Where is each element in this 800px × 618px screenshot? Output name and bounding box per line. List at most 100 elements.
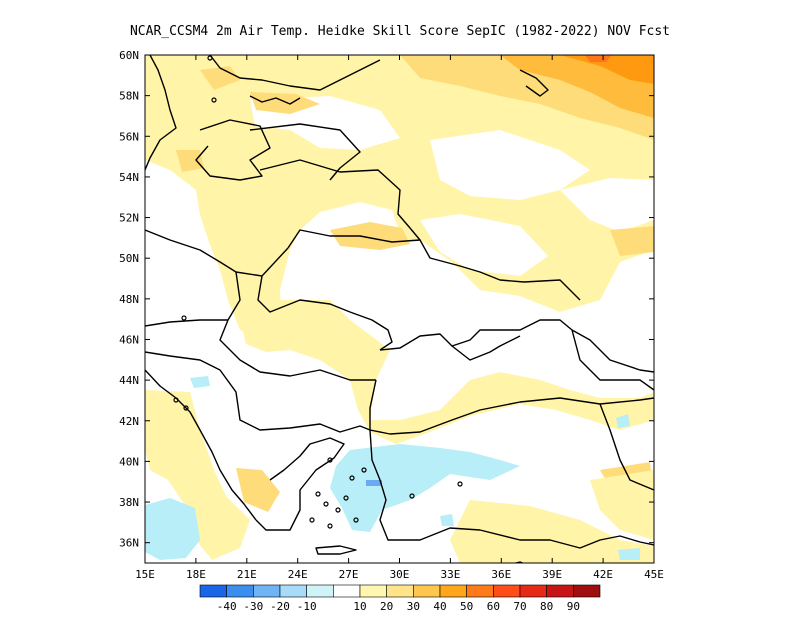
map-area [144,54,655,564]
lon-tick-label: 18E [186,568,206,581]
island [353,517,359,523]
colorbar-label: -40 [217,600,237,613]
skill-region-north-gap-3 [560,178,654,232]
coastline-baltic-scandinavia [145,55,177,171]
island [323,501,329,507]
border-north-russia [249,123,361,181]
lon-tick-label: 21E [237,568,257,581]
lon-tick-label: 15E [135,568,155,581]
island [327,457,333,463]
skill-region-north-gap-4 [145,178,196,232]
colorbar-swatch [413,584,441,598]
skill-region-north-red-orange [560,55,654,84]
coastline-black-sea-south [369,379,654,435]
colorbar-swatch [439,584,467,598]
lat-tick-label: 36N [119,537,139,550]
skill-region-blue-spot [366,480,382,486]
island-cyprus [513,561,525,563]
coastlines-and-borders [145,55,654,563]
lat-tick-label: 56N [119,130,139,143]
skill-region-cyan-small-2 [616,414,630,428]
skill-region-east-orange [610,226,654,256]
coastline-white-sea-lake [519,69,549,97]
figure-title: NCAR_CCSM4 2m Air Temp. Heidke Skill Sco… [130,24,670,39]
lat-tick-label: 46N [119,333,139,346]
lat-tick-label: 40N [119,455,139,468]
island [181,315,187,321]
colorbar-swatch [519,584,547,598]
border-ukraine-north [419,239,581,301]
colorbar-label: 20 [380,600,393,613]
colorbar-label: 90 [567,600,580,613]
skill-region-cyan-small-3 [618,548,640,560]
lon-tick-label: 39E [542,568,562,581]
skill-region-turkey-pale [590,470,654,540]
colorbar-label: -10 [297,600,317,613]
colorbar-swatch [306,584,334,598]
colorbar-label: 40 [433,600,446,613]
skill-region-northwest-orange-2 [200,66,240,90]
lon-tick-label: 30E [390,568,410,581]
skill-region-west-pale [145,390,250,560]
lat-tick-label: 42N [119,415,139,428]
island [183,405,189,411]
skill-region-adriatic-cyan [145,498,200,560]
skill-region-cyan-small-1 [190,376,210,388]
border-hungary [145,319,228,327]
lat-tick-label: 44N [119,374,139,387]
lon-tick-label: 36E [491,568,511,581]
border-caucasus [571,329,654,373]
lat-tick-label: 50N [119,252,139,265]
coastline-lake [249,95,301,105]
skill-region-northwest-orange [250,92,320,114]
colorbar-swatch [279,584,307,598]
lat-tick-label: 38N [119,496,139,509]
island [327,523,333,529]
skill-region-greece-orange [236,468,280,512]
colorbar-label: 70 [513,600,526,613]
skill-region-aegean-cyan [330,444,520,532]
coastline-finland [209,55,381,91]
colorbar-swatch [546,584,574,598]
aegean-islands [173,55,463,529]
colorbar-label: 80 [540,600,553,613]
skill-region-north-red [585,55,612,62]
island [207,55,213,61]
colorbar-swatch [359,584,387,598]
lat-tick-label: 60N [119,49,139,62]
colorbar-label: 30 [407,600,420,613]
island [457,481,463,487]
colorbar-swatch [386,584,414,598]
island [309,517,315,523]
lat-tick-label: 48N [119,293,139,306]
island [361,467,367,473]
island [335,507,341,513]
colorbar-swatch [199,584,227,598]
border-balkans [145,351,371,433]
coastline-adriatic [145,369,257,521]
colorbar-swatch [573,584,601,598]
lat-tick-label: 52N [119,212,139,225]
border-east-turkey [599,403,654,491]
lon-tick-label: 45E [644,568,664,581]
colorbar-label: -20 [270,600,290,613]
colorbar: -40 -30 -20 -10 10 20 30 40 50 60 70 80 90 [199,584,601,613]
map-axes: 15E 18E 21E 24E 27E 30E 33E 36E 39E 42E 45E 36N 38N 4… [119,49,664,581]
island-crete [315,545,357,555]
skill-region-baltic-orange [176,150,204,172]
island [173,397,179,403]
coastline-black-sea [379,319,654,391]
border-ukraine-west [257,275,393,351]
colorbar-swatch [226,584,254,598]
coastline-crimea [451,335,521,361]
island [349,475,355,481]
island [343,495,349,501]
lon-tick-label: 42E [593,568,613,581]
skill-region-south-pale [240,300,654,444]
colorbar-label: 60 [487,600,500,613]
coastline-turkey-south [479,529,654,549]
lat-tick-label: 58N [119,90,139,103]
coastline-gulf-riga [195,119,271,181]
skill-region-cyan-small-4 [440,514,454,526]
